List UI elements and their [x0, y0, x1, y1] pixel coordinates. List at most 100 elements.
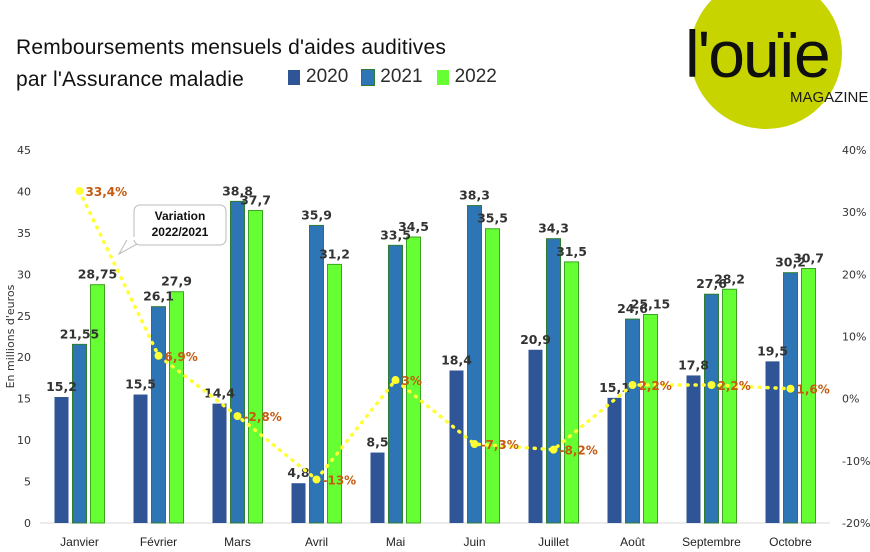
bar-value-label-2021: 21,55	[60, 326, 100, 341]
variation-series: 33,4% 6,9% -2,8% -13% 3% -7,3% -8,2% 2,2% 2,2% 1,…	[75, 185, 830, 487]
y-tick-label: 35	[17, 227, 31, 240]
x-tick-label: Février	[140, 535, 177, 549]
variation-point	[470, 440, 479, 449]
y-axis-title: En millions d'euros	[4, 284, 17, 388]
variation-callout: Variation 2022/2021	[117, 204, 227, 256]
variation-point	[707, 380, 716, 389]
variation-point	[75, 187, 84, 196]
bar-value-label-2020: 8,5	[366, 435, 388, 450]
y-tick-label: 15	[17, 393, 31, 406]
variation-label: 3%	[402, 374, 422, 388]
y2-tick-label: -20%	[842, 517, 870, 530]
bar-2021	[151, 306, 166, 524]
logo-disc	[690, 0, 842, 129]
bar-2020	[449, 370, 464, 523]
chart-title: Remboursements mensuels d'aides auditive…	[16, 32, 446, 96]
variation-point	[391, 376, 400, 385]
bar-value-label-2022: 35,5	[477, 211, 508, 226]
variation-point	[312, 475, 321, 484]
x-tick-label: Mars	[224, 535, 251, 549]
variation-label: 33,4%	[86, 185, 128, 199]
bar-2022	[90, 284, 105, 524]
bar-2022	[722, 288, 737, 524]
variation-label: -8,2%	[560, 444, 598, 458]
y-tick-label: 0	[24, 517, 31, 530]
chart-legend: 2020 2021 2022	[288, 66, 497, 88]
x-tick-label: Septembre	[682, 535, 741, 549]
x-axis: Janvier Février Mars Avril Mai Juin Juillet Aoû…	[60, 535, 812, 549]
bar-2020	[607, 397, 622, 523]
y2-tick-label: 40%	[842, 144, 866, 157]
bar-2020	[370, 452, 385, 523]
brand-logo: l'ouïe MAGAZINE	[685, 0, 868, 129]
callout-line-1: Variation	[155, 209, 206, 223]
bar-value-label-2022: 28,75	[78, 267, 118, 282]
logo-subtitle: MAGAZINE	[790, 89, 868, 106]
bar-2021	[783, 272, 798, 524]
bar-2020	[291, 483, 306, 523]
variation-label: 2,2%	[718, 379, 751, 393]
bar-2020	[212, 403, 227, 523]
variation-point	[628, 380, 637, 389]
bar-value-label-2020: 4,8	[287, 465, 309, 480]
bar-value-label-2021: 26,1	[143, 289, 174, 304]
x-tick-label: Janvier	[60, 535, 99, 549]
bar-value-label-2021: 24,6	[617, 301, 648, 316]
bar-value-label-2021: 38,8	[222, 183, 253, 198]
bar-2022	[169, 291, 184, 524]
legend-item-2020: 2020	[288, 66, 348, 88]
bar-value-label-2020: 18,4	[441, 352, 472, 367]
bar-value-label-2020: 15,2	[46, 379, 77, 394]
legend-swatch-2022	[436, 69, 449, 85]
callout-line-2: 2022/2021	[152, 225, 209, 239]
y-tick-label: 30	[17, 268, 31, 281]
x-tick-label: Octobre	[769, 535, 812, 549]
bar-2021	[546, 238, 561, 524]
y-tick-label: 40	[17, 185, 31, 198]
variation-label: -13%	[323, 473, 357, 487]
bar-value-label-2022: 27,9	[161, 274, 192, 289]
legend-item-2021: 2021	[361, 66, 423, 88]
x-tick-label: Mai	[386, 535, 405, 549]
bar-value-label-2022: 34,5	[398, 219, 429, 234]
bar-2022	[801, 268, 816, 524]
bar-2020	[133, 394, 148, 523]
y-tick-label: 20	[17, 351, 31, 364]
bar-2022	[564, 261, 579, 524]
bar-value-label-2020: 14,4	[204, 386, 235, 401]
bar-value-label-2021: 30,2	[775, 255, 806, 270]
y2-tick-label: -10%	[842, 455, 870, 468]
bar-2021	[230, 200, 245, 524]
bar-series	[54, 200, 816, 524]
variation-label: 6,9%	[165, 350, 198, 364]
bar-2021	[388, 244, 403, 524]
bar-value-label-2022: 25,15	[631, 297, 671, 312]
variation-point	[786, 384, 795, 393]
bar-value-label-2021: 33,5	[380, 227, 411, 242]
x-tick-label: Avril	[305, 535, 328, 549]
bar-2022	[327, 263, 342, 524]
variation-point	[154, 351, 163, 360]
y2-tick-label: 30%	[842, 206, 866, 219]
y-tick-label: 5	[24, 476, 31, 489]
bar-value-label-2022: 28,2	[714, 271, 745, 286]
y-tick-label: 25	[17, 310, 31, 323]
bar-2021	[625, 318, 640, 524]
x-tick-label: Août	[620, 535, 645, 549]
bar-2022	[406, 236, 421, 524]
legend-label-2022: 2022	[454, 66, 497, 87]
bar-value-label-2021: 35,9	[301, 207, 332, 222]
y2-tick-label: 0%	[842, 393, 859, 406]
bar-value-label-2022: 37,7	[240, 193, 271, 208]
bar-2020	[54, 397, 69, 523]
variation-label: 2,2%	[639, 379, 672, 393]
bar-value-labels: 15,2 15,5 14,4 4,8 8,5 18,4 20,9 15,1 17,8 19,5 21…	[46, 183, 824, 480]
bar-2021	[72, 343, 87, 524]
bar-2022	[643, 314, 658, 524]
bar-2022	[485, 228, 500, 524]
x-tick-label: Juillet	[538, 535, 569, 549]
y2-tick-label: 20%	[842, 268, 866, 281]
y2-tick-label: 10%	[842, 331, 866, 344]
y-tick-label: 10	[17, 434, 31, 447]
